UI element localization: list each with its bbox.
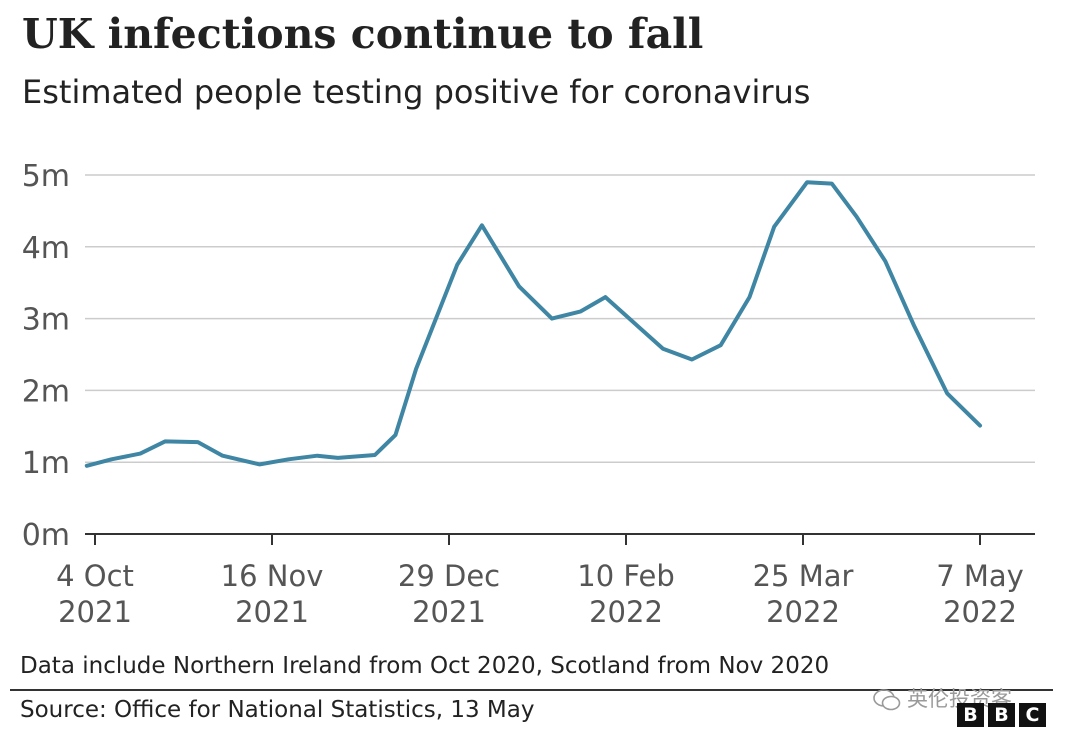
- data-point: [373, 453, 377, 457]
- data-point: [772, 225, 776, 229]
- data-point: [480, 223, 484, 227]
- data-point: [805, 180, 809, 184]
- data-point: [221, 454, 225, 458]
- data-point: [315, 454, 319, 458]
- x-tick-year-label: 2022: [589, 595, 663, 629]
- data-point: [661, 347, 665, 351]
- chart-subtitle: Estimated people testing positive for co…: [22, 73, 811, 111]
- x-tick-label: 25 Mar: [753, 559, 854, 593]
- data-point: [830, 182, 834, 186]
- data-point: [455, 263, 459, 267]
- y-tick-label: 0m: [22, 518, 70, 553]
- data-point: [978, 424, 982, 428]
- footnote: Data include Northern Ireland from Oct 2…: [20, 653, 830, 679]
- x-tick-label: 7 May: [936, 559, 1024, 593]
- data-point: [912, 324, 916, 328]
- data-point: [414, 367, 418, 371]
- source-note: Source: Office for National Statistics, …: [20, 697, 535, 723]
- data-point: [579, 309, 583, 313]
- data-point: [690, 358, 694, 362]
- y-axis-ticks: 0m 1m 2m 3m 4m 5m: [22, 159, 70, 553]
- x-tick-label: 29 Dec: [398, 559, 500, 593]
- gridlines: [85, 174, 1035, 535]
- bbc-logo-block: C: [1019, 703, 1046, 727]
- x-tick-year-label: 2021: [235, 595, 309, 629]
- footer-divider: [10, 689, 1053, 691]
- data-point: [883, 259, 887, 263]
- y-tick-label: 2m: [22, 374, 70, 409]
- data-point: [748, 295, 752, 299]
- y-tick-label: 1m: [22, 446, 70, 481]
- data-point: [394, 433, 398, 437]
- series-line: [84, 180, 982, 468]
- bbc-logo-block: B: [988, 703, 1015, 727]
- data-point: [196, 440, 200, 444]
- data-point: [85, 464, 89, 468]
- data-point: [287, 457, 291, 461]
- x-tick-year-label: 2021: [412, 595, 486, 629]
- chart-title: UK infections continue to fall: [22, 10, 704, 58]
- data-point: [517, 284, 521, 288]
- bbc-logo-block: B: [957, 703, 984, 727]
- y-tick-label: 4m: [22, 231, 70, 266]
- data-point: [138, 452, 142, 456]
- data-point: [258, 462, 262, 466]
- bbc-logo: B B C: [957, 703, 1046, 727]
- wechat-icon: [873, 689, 901, 711]
- x-tick-year-label: 2022: [943, 595, 1017, 629]
- series-layer: [84, 180, 982, 468]
- y-tick-label: 5m: [22, 159, 70, 194]
- data-point: [110, 457, 114, 461]
- y-tick-label: 3m: [22, 303, 70, 338]
- data-point: [945, 391, 949, 395]
- x-tick-label: 10 Feb: [577, 559, 674, 593]
- data-point: [719, 343, 723, 347]
- x-tick-label: 16 Nov: [221, 559, 324, 593]
- data-point: [603, 295, 607, 299]
- x-tick-year-label: 2022: [766, 595, 840, 629]
- x-tick-label: 4 Oct: [56, 559, 134, 593]
- data-point: [163, 439, 167, 443]
- data-point: [855, 215, 859, 219]
- data-point: [336, 456, 340, 460]
- data-point: [550, 317, 554, 321]
- x-tick-year-label: 2021: [58, 595, 132, 629]
